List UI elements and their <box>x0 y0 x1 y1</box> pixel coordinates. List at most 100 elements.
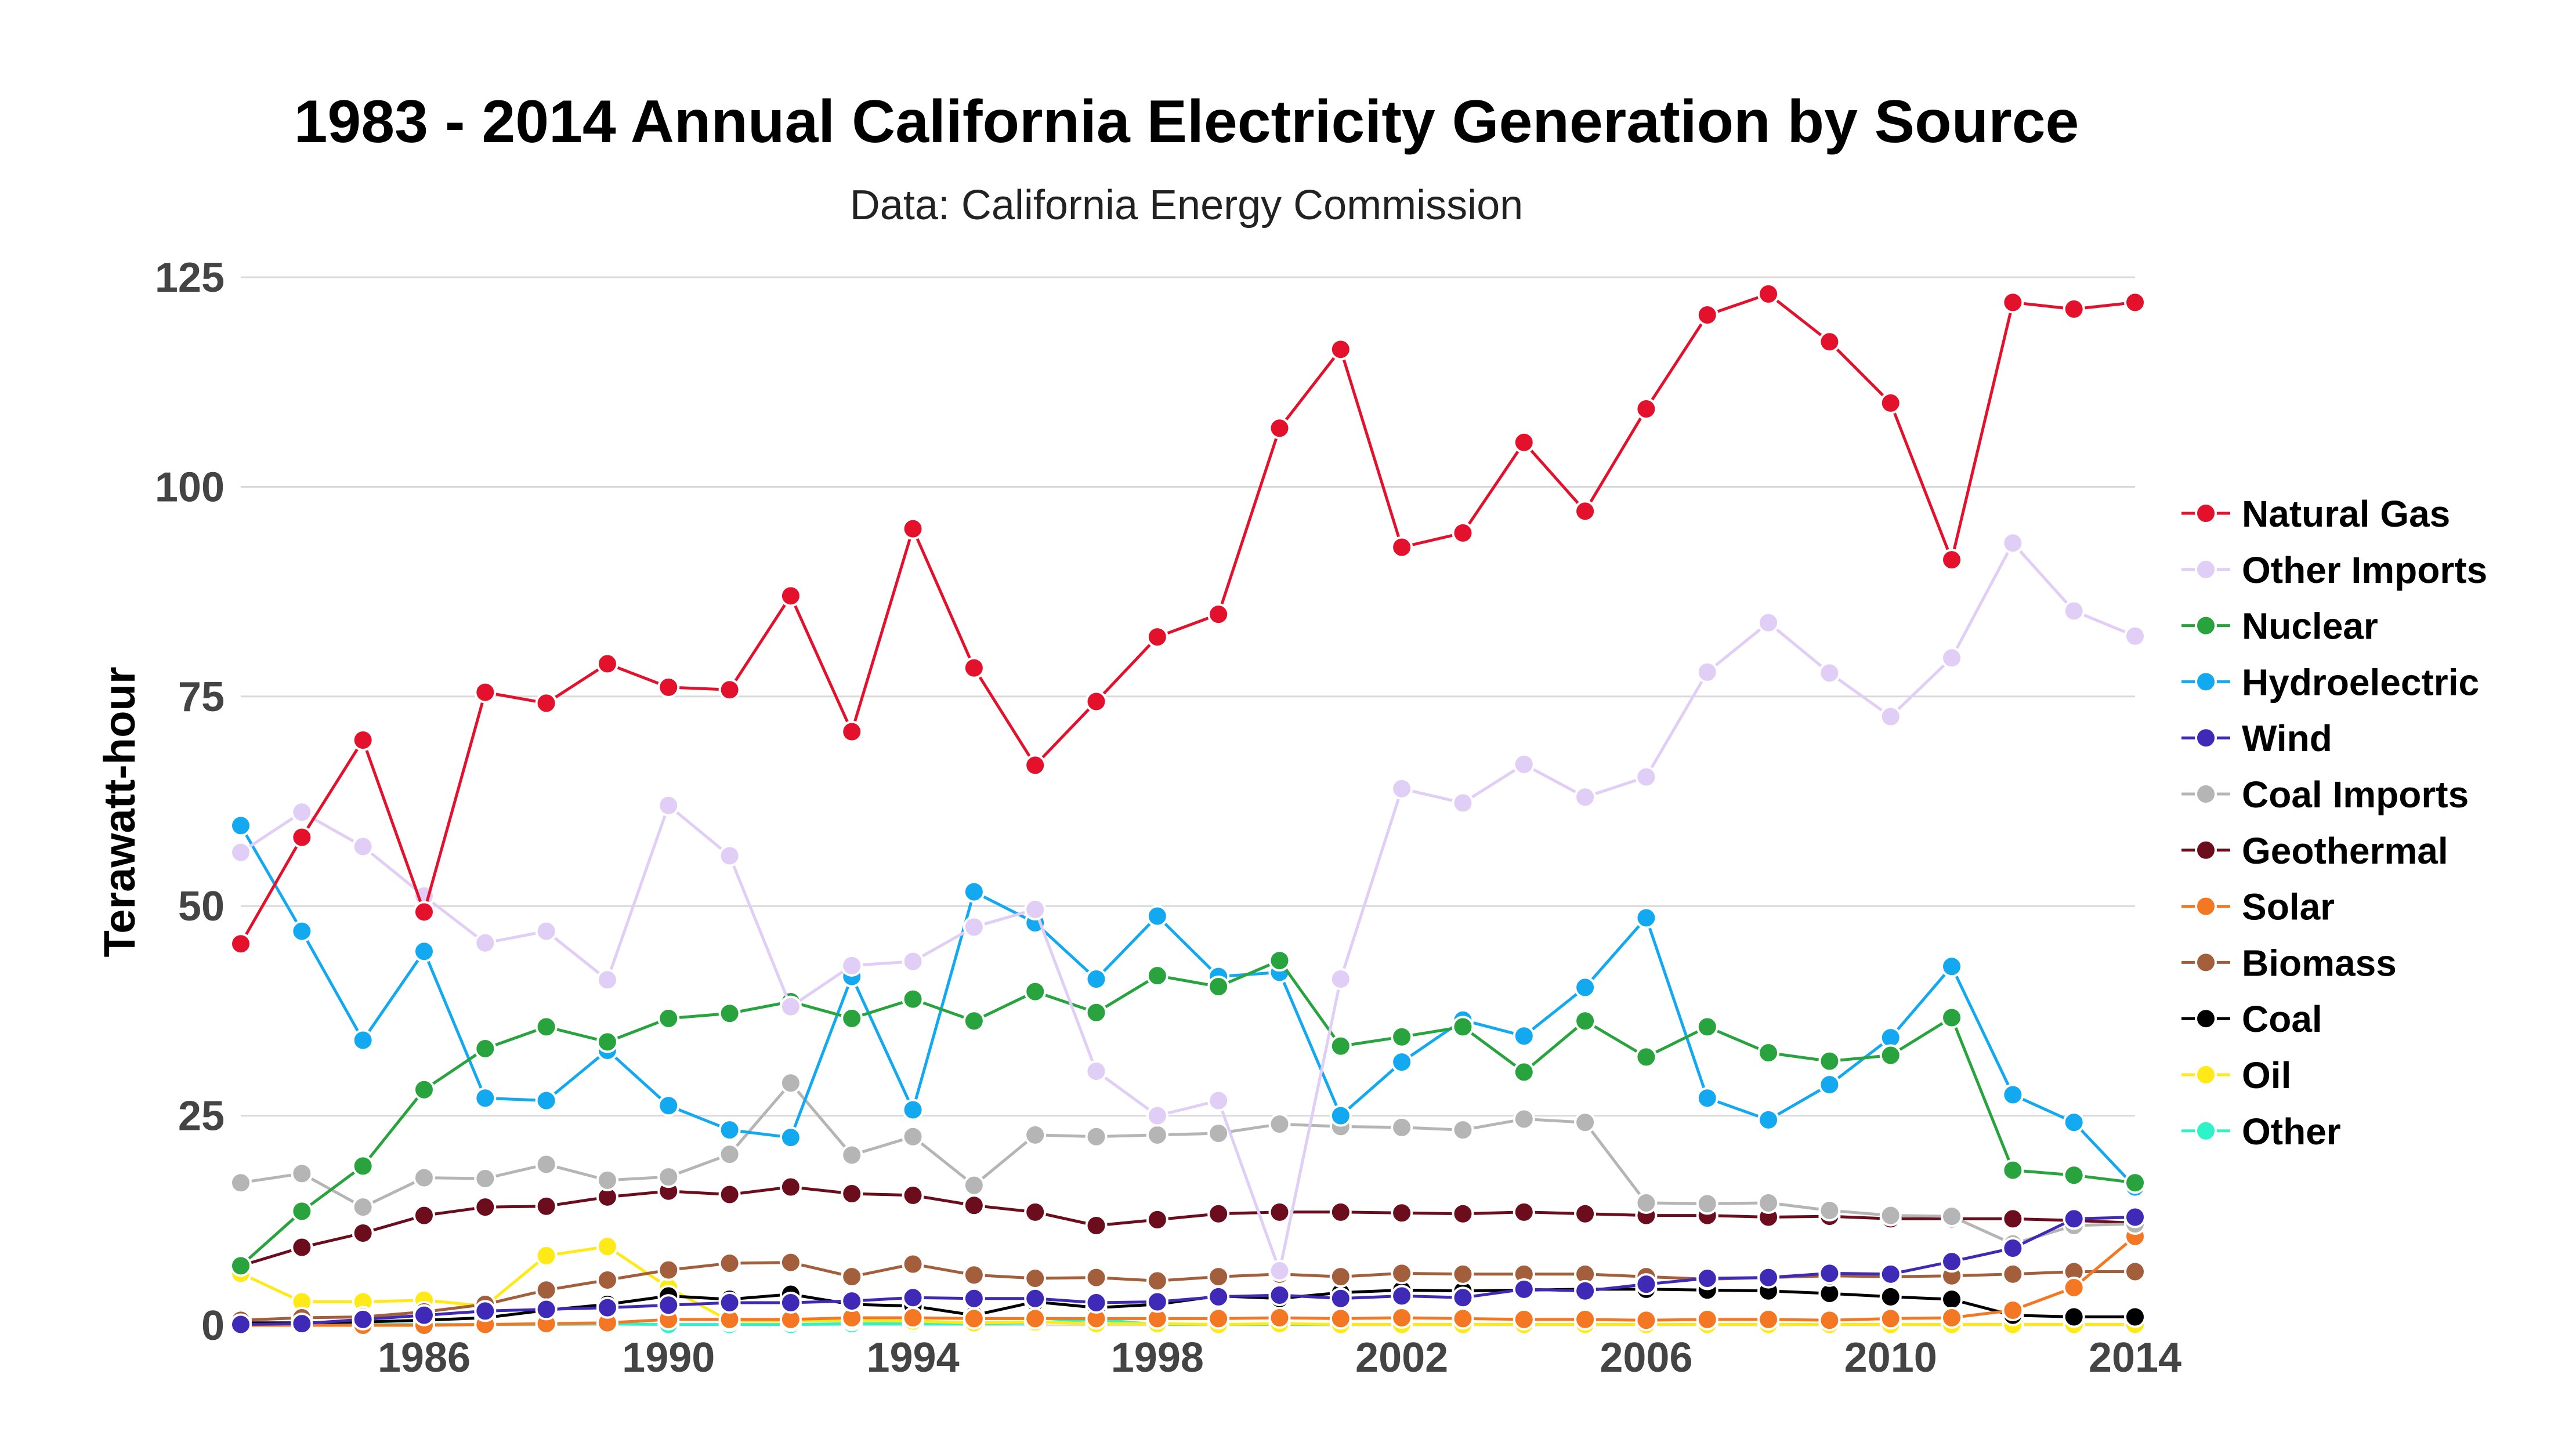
data-point <box>963 1194 985 1217</box>
data-point <box>1941 1250 1963 1273</box>
data-point <box>2063 1111 2085 1134</box>
legend-item: Hydroelectric <box>2181 661 2479 703</box>
data-point <box>902 517 924 540</box>
data-point <box>1085 1060 1108 1082</box>
x-tick-label: 2014 <box>2089 1335 2181 1381</box>
data-point <box>1818 1050 1841 1072</box>
data-point <box>902 988 924 1010</box>
data-point <box>596 969 618 991</box>
legend-label: Coal <box>2242 998 2322 1040</box>
data-point <box>779 1251 802 1274</box>
data-point <box>596 1031 618 1053</box>
data-point <box>1268 1201 1291 1223</box>
data-point <box>718 1183 741 1206</box>
data-point <box>2124 1206 2146 1228</box>
legend-item: Other Imports <box>2181 549 2487 591</box>
data-point <box>1268 1260 1291 1282</box>
data-point <box>2002 1083 2024 1106</box>
data-point <box>1635 907 1658 929</box>
legend: Natural Gas Other Imports Nuclear Hydroelec… <box>2181 493 2487 1152</box>
data-point <box>718 1291 741 1314</box>
data-point <box>352 1029 374 1052</box>
data-point <box>1329 1104 1352 1127</box>
data-point <box>1452 1016 1474 1038</box>
data-point <box>1391 1202 1413 1224</box>
data-point <box>841 1266 863 1288</box>
legend-label: Solar <box>2242 886 2335 928</box>
data-point <box>1207 1089 1230 1112</box>
data-point <box>1696 1267 1718 1290</box>
data-point <box>2002 1237 2024 1260</box>
data-point <box>1207 1122 1230 1144</box>
x-tick-label: 1994 <box>866 1335 959 1381</box>
legend-marker <box>2195 895 2217 918</box>
data-point <box>1635 766 1658 788</box>
data-point <box>902 1306 924 1329</box>
x-tick-label: 2006 <box>1600 1335 1692 1381</box>
data-point <box>1391 1306 1413 1329</box>
data-point <box>963 1307 985 1330</box>
data-point <box>413 901 435 923</box>
y-tick-label: 125 <box>155 255 225 301</box>
data-point <box>902 1184 924 1206</box>
data-point <box>352 1308 374 1331</box>
data-point <box>1513 431 1535 454</box>
data-point <box>1513 1061 1535 1083</box>
data-point <box>1452 1202 1474 1225</box>
data-point <box>1452 1286 1474 1309</box>
x-tick-label: 1986 <box>378 1335 471 1381</box>
data-point <box>230 1172 252 1194</box>
data-point <box>1818 1199 1841 1221</box>
data-point <box>1146 1104 1168 1127</box>
series-geothermal <box>230 1176 2146 1277</box>
data-point <box>1329 967 1352 990</box>
data-point <box>1818 331 1841 353</box>
data-point <box>2002 1263 2024 1285</box>
data-point <box>1635 397 1658 420</box>
data-point <box>1574 1279 1597 1302</box>
data-point <box>963 657 985 679</box>
data-point <box>1574 1010 1597 1032</box>
data-point <box>1146 1208 1168 1231</box>
data-point <box>1146 905 1168 927</box>
data-point <box>291 1200 313 1223</box>
data-point <box>963 1287 985 1310</box>
data-point <box>1085 1125 1108 1148</box>
data-point <box>2124 291 2146 314</box>
data-point <box>1268 1284 1291 1306</box>
data-point <box>535 1195 558 1217</box>
data-point <box>1574 1202 1597 1225</box>
series-line <box>239 292 2136 945</box>
data-point <box>474 1087 497 1110</box>
data-point <box>413 1304 435 1326</box>
data-point <box>1391 1025 1413 1048</box>
data-point <box>1941 549 1963 571</box>
data-point <box>1146 626 1168 648</box>
data-point <box>718 1119 741 1141</box>
data-point <box>1635 1273 1658 1296</box>
data-point <box>352 1196 374 1219</box>
data-point <box>291 920 313 942</box>
data-point <box>963 1174 985 1197</box>
data-point <box>596 1268 618 1291</box>
data-point <box>1574 786 1597 809</box>
data-point <box>1207 975 1230 998</box>
data-point <box>2002 1159 2024 1181</box>
data-point <box>1024 1287 1047 1310</box>
legend-marker <box>2195 951 2217 974</box>
chart-title: 1983 - 2014 Annual California Electricit… <box>294 88 2079 155</box>
data-point <box>1513 1201 1535 1223</box>
data-point <box>1696 304 1718 327</box>
data-point <box>1329 1307 1352 1330</box>
legend-marker <box>2195 502 2217 524</box>
data-point <box>1329 1201 1352 1223</box>
data-point <box>230 814 252 837</box>
data-point <box>1696 1016 1718 1038</box>
data-point <box>1818 1074 1841 1096</box>
legend-item: Other <box>2181 1111 2341 1152</box>
x-tick-label: 2010 <box>1844 1335 1937 1381</box>
data-point <box>1391 1051 1413 1074</box>
data-point <box>1024 1123 1047 1146</box>
series-line <box>240 1186 2136 1267</box>
data-point <box>1696 661 1718 683</box>
